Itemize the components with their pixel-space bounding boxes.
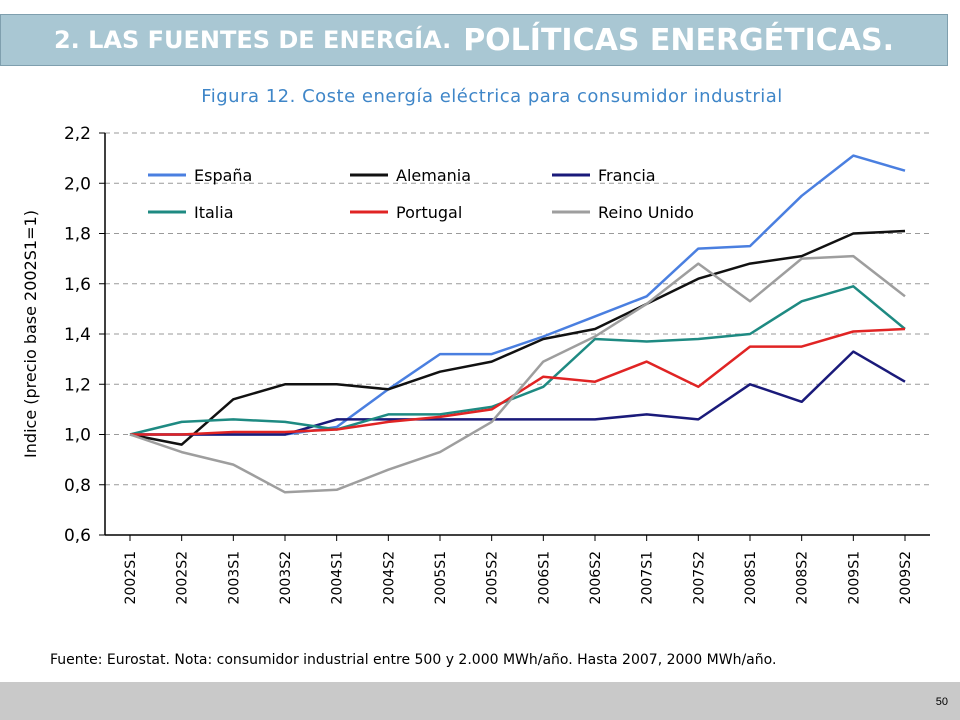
- slide-title-part2: POLÍTICAS ENERGÉTICAS.: [463, 22, 895, 58]
- slide-title-bar: 2. LAS FUENTES DE ENERGÍA. POLÍTICAS ENE…: [0, 14, 948, 66]
- y-tick-label: 0,8: [64, 476, 91, 496]
- source-note: Fuente: Eurostat. Nota: consumidor indus…: [50, 652, 776, 668]
- x-tick-label: 2008S2: [795, 551, 811, 604]
- series-line-3: [130, 350, 906, 436]
- y-tick-label: 1,4: [64, 325, 91, 345]
- y-tick-label: 1,8: [64, 225, 91, 245]
- page-number: 50: [935, 696, 948, 708]
- x-tick-label: 2004S2: [381, 551, 397, 604]
- x-tick-label: 2009S1: [846, 551, 862, 604]
- series-lines: [129, 154, 906, 494]
- legend-label: Alemania: [396, 166, 471, 185]
- y-tick-labels: 0,6 0,8 1,0 1,2 1,4 1,6 1,8 2,0 2,2: [64, 124, 91, 546]
- legend-label: Francia: [598, 166, 656, 185]
- y-tick-label: 2,2: [64, 124, 91, 144]
- series-line-4: [129, 285, 906, 436]
- line-chart: Figura 12. Coste energía eléctrica para …: [21, 86, 930, 668]
- y-axis-label: Indice (precio base 2002S1=1): [21, 210, 40, 458]
- x-tick-label: 2005S1: [433, 551, 449, 604]
- x-tick-label: 2002S2: [175, 551, 191, 604]
- x-tick-label: 2003S2: [278, 551, 294, 604]
- x-tick-label: 2009S2: [898, 551, 914, 604]
- x-tick-label: 2005S2: [485, 551, 501, 604]
- x-tick-label: 2008S1: [743, 551, 759, 604]
- x-tick-label: 2006S1: [536, 551, 552, 604]
- x-tick-label: 2007S2: [691, 551, 707, 604]
- y-tick-label: 0,6: [64, 526, 91, 546]
- x-tick-labels: 2002S1 2002S2 2003S1 2003S2 2004S1 2004S2 2005…: [123, 551, 914, 604]
- footer-band: [0, 682, 960, 720]
- legend-label: Reino Unido: [598, 203, 694, 222]
- x-tick-label: 2006S2: [588, 551, 604, 604]
- legend-label: España: [194, 166, 252, 185]
- x-tick-label: 2007S1: [640, 551, 656, 604]
- x-tick-label: 2002S1: [123, 551, 139, 604]
- legend: España Alemania Francia Italia Portugal Reino…: [148, 166, 694, 222]
- x-tick-label: 2003S1: [226, 551, 242, 604]
- x-tick-label: 2004S1: [330, 551, 346, 604]
- series-line-6: [129, 254, 906, 494]
- y-tick-label: 1,0: [64, 426, 91, 446]
- y-tick-label: 1,2: [64, 375, 91, 395]
- chart-axes: [99, 132, 930, 541]
- legend-label: Italia: [194, 203, 234, 222]
- legend-label: Portugal: [396, 203, 462, 222]
- slide-title-part1: 2. LAS FUENTES DE ENERGÍA.: [53, 26, 452, 54]
- series-line-2: [129, 229, 906, 446]
- y-tick-label: 2,0: [64, 174, 91, 194]
- y-tick-label: 1,6: [64, 275, 91, 295]
- chart-title: Figura 12. Coste energía eléctrica para …: [201, 86, 783, 107]
